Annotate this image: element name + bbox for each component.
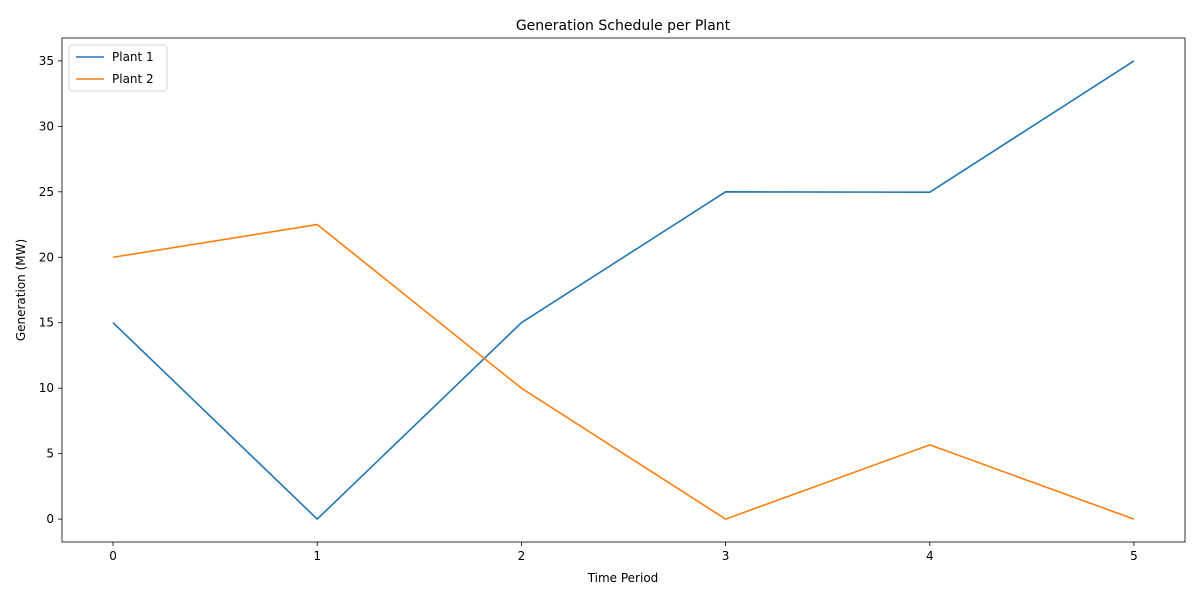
y-tick-label: 20 (39, 250, 54, 264)
series-line-1 (112, 60, 1135, 520)
chart-title: Generation Schedule per Plant (516, 18, 731, 34)
y-tick-label: 15 (39, 316, 54, 330)
x-tick-label: 4 (926, 549, 934, 563)
axis-ticks: 0 1 2 3 4 5 0 5 10 15 20 25 30 35 (39, 54, 1138, 563)
series-line-2 (112, 223, 1135, 520)
y-axis-label: Generation (MW) (14, 239, 28, 341)
x-tick-label: 3 (722, 549, 730, 563)
x-tick-label: 2 (518, 549, 526, 563)
legend: Plant 1 Plant 2 (68, 44, 168, 92)
y-tick-label: 10 (39, 381, 54, 395)
x-tick-label: 1 (313, 549, 321, 563)
y-tick-label: 25 (39, 185, 54, 199)
plot-frame (61, 37, 1186, 543)
legend-label: Plant 2 (112, 72, 154, 86)
x-tick-label: 0 (109, 549, 117, 563)
y-tick-label: 5 (46, 447, 54, 461)
x-axis-label: Time Period (587, 571, 659, 585)
y-tick-label: 0 (46, 512, 54, 526)
legend-label: Plant 1 (112, 50, 154, 64)
y-tick-label: 30 (39, 119, 54, 133)
series-lines (112, 60, 1135, 520)
x-tick-label: 5 (1130, 549, 1138, 563)
y-tick-label: 35 (39, 54, 54, 68)
